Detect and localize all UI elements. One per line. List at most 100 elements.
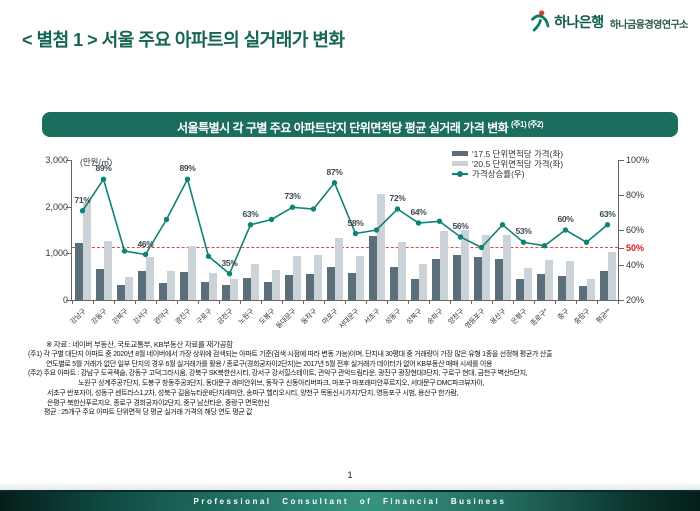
reference-line-50pct (72, 247, 618, 248)
bar-2017-price (536, 273, 545, 300)
bar-2017-price (410, 278, 419, 300)
bar-2020-price (502, 235, 511, 300)
growth-rate-point (100, 176, 107, 182)
growth-rate-value-label: 58% (347, 217, 364, 228)
growth-rate-value-label: 71% (74, 194, 91, 205)
bar-group (345, 160, 366, 300)
growth-rate-value-label: 46% (137, 238, 154, 249)
bar-2020-price (250, 264, 259, 300)
growth-rate-point (604, 222, 611, 228)
growth-rate-value-label: 72% (389, 193, 406, 203)
growth-rate-point (226, 271, 233, 277)
bar-2017-price (158, 283, 167, 300)
growth-rate-value-label: 63% (599, 208, 616, 219)
note2-line4: 은평구 북한산푸르지오, 종로구 경희궁자이2단지, 중구 남산타운, 중랑구 … (47, 399, 270, 407)
bar-group (324, 160, 345, 300)
note1-line1: (주1) 각 구별 대단지 아파트 중 2020년 8월 네이버에서 가장 상위… (28, 351, 553, 358)
page-number: 1 (347, 470, 353, 481)
note1-line2: 연도별로 5월 거래가 없던 일부 단지의 경우 6월 실거래가를 활용 / 종… (46, 360, 493, 368)
growth-rate-point (436, 218, 443, 224)
legend-line-marker-icon (457, 170, 463, 177)
bar-2017-price (452, 254, 461, 300)
bar-2017-price (221, 284, 230, 300)
growth-rate-point (331, 180, 338, 186)
bank-name-label: 하나은행 (554, 14, 604, 30)
growth-rate-line-chart (79, 176, 611, 277)
bar-2020-price (355, 255, 364, 300)
growth-rate-point (289, 204, 296, 210)
footnotes-block: (주1) 각 구별 대단지 아파트 중 2020년 8월 네이버에서 가장 상위… (28, 350, 688, 418)
hana-symbol-icon (531, 10, 550, 32)
bar-2020-price (187, 245, 196, 300)
y-axis-label-right: 60% (626, 225, 645, 235)
y-axis-label-right: 40% (626, 260, 645, 270)
legend-label-2020: '20.5 단위면적당 가격(좌) (472, 158, 564, 169)
bar-2020-price (166, 270, 175, 300)
bar-2020-price (229, 279, 238, 300)
bar-2020-price (523, 267, 532, 300)
footer-bar: Professional Consultant of Financial Bus… (0, 490, 700, 511)
footer-slogan: Professional Consultant of Financial Bus… (193, 497, 507, 506)
bar-group (555, 160, 576, 300)
bar-2017-price (326, 267, 335, 300)
y-axis-label-left: 0 (26, 295, 68, 305)
bar-2020-price (397, 241, 406, 300)
growth-rate-point (163, 216, 170, 223)
left-axis-line (71, 160, 72, 301)
growth-rate-point (373, 227, 380, 233)
y-axis-label-left: 3,000 (45, 155, 68, 165)
growth-rate-point (562, 227, 569, 233)
growth-rate-value-label: 73% (284, 191, 301, 202)
bar-group (198, 160, 219, 300)
right-axis-line (618, 160, 619, 301)
bar-2020-price (481, 235, 490, 300)
growth-rate-point (79, 208, 86, 214)
bar-group (387, 160, 408, 300)
bar-2020-price (334, 238, 343, 300)
average-note: 평균 : 25개구 주요 아파트 단위면적 당 평균 실거래 가격의 해당 연도… (44, 409, 253, 417)
institute-name-label: 하나금융경영연구소 (609, 20, 689, 31)
bar-group (177, 160, 198, 300)
legend-label-growth-rate: 가격상승률(우) (472, 168, 525, 179)
bar-group (135, 160, 156, 300)
growth-rate-value-label: 35% (221, 257, 238, 268)
chart-legend: '17.5 단위면적당 가격(좌) '20.5 단위면적당 가격(좌) 가격상승… (452, 149, 563, 179)
bar-2017-price (368, 236, 377, 300)
growth-rate-point (184, 176, 191, 182)
chart-banner-superscript: (주1) (주2) (511, 120, 544, 129)
bar-2020-price (124, 277, 133, 300)
bar-2017-price (347, 272, 356, 300)
growth-rate-point (268, 216, 275, 223)
bar-2017-price (179, 271, 188, 300)
hana-bank-logo: 하나은행 하나금융경영연구소 (530, 9, 689, 32)
y-axis-tick-left (66, 253, 71, 255)
y-axis-tick-right (619, 300, 624, 301)
y-axis-tick-left (66, 300, 71, 301)
bar-2017-price (557, 275, 566, 300)
y-axis-tick-left (66, 206, 71, 208)
bar-group (156, 160, 177, 300)
growth-rate-point (247, 222, 254, 228)
bar-group (240, 160, 261, 300)
bar-group (114, 160, 135, 300)
bar-2017-price (578, 286, 587, 300)
bar-group (303, 160, 324, 300)
page-title: < 별첨 1 > 서울 주요 아파트의 실거래가 변화 (22, 30, 345, 50)
bar-group (366, 160, 387, 300)
bar-series-container (72, 160, 618, 300)
y-axis-label-right: 20% (626, 295, 645, 305)
chart-banner-title: 서울특별시 각 구별 주요 아파트단지 단위면적당 평균 실거래 가격 변화 (… (42, 112, 678, 137)
bar-group (534, 160, 555, 300)
growth-rate-point (478, 244, 485, 251)
growth-rate-point (205, 253, 212, 259)
bar-2020-price (565, 261, 574, 300)
bar-group (261, 160, 282, 300)
bar-2017-price (473, 256, 482, 300)
legend-item-growth-rate: 가격상승률(우) (452, 168, 563, 179)
legend-swatch-2017 (452, 151, 468, 156)
growth-rate-point (142, 251, 149, 258)
growth-rate-point (520, 239, 527, 245)
note2-line3: 서초구 반포자이, 성동구 센트라스1,2차, 성북구 길음뉴타운8단지래미안,… (47, 389, 459, 397)
bar-2017-price (116, 284, 125, 300)
